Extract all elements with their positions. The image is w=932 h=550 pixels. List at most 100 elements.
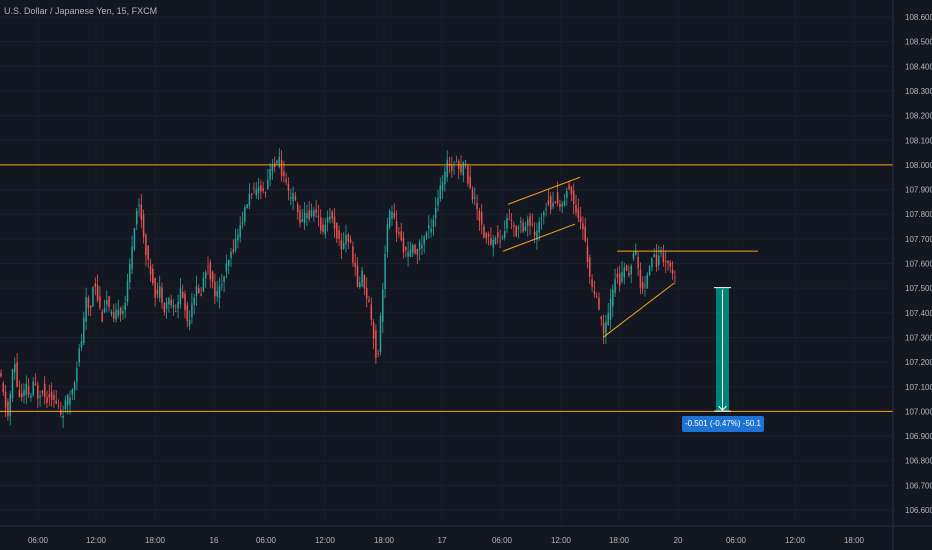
- trend-line[interactable]: [507, 176, 581, 205]
- price-axis[interactable]: 108.600 108.500 108.400 108.300 108.200 108.1…: [905, 13, 932, 515]
- trend-line[interactable]: [502, 223, 576, 252]
- price-tick-label: 107.700: [905, 235, 932, 244]
- candle: [101, 309, 103, 323]
- price-tick-label: 107.000: [905, 407, 932, 416]
- candle: [517, 225, 520, 239]
- candle: [246, 203, 248, 209]
- candle: [474, 187, 476, 206]
- candle: [487, 231, 490, 246]
- price-tick-label: 108.100: [905, 136, 932, 145]
- candle: [267, 168, 269, 190]
- candle: [209, 259, 212, 288]
- candle: [398, 227, 400, 238]
- candle: [87, 295, 90, 316]
- candle: [547, 189, 550, 207]
- candle: [506, 213, 508, 233]
- candle: [345, 224, 347, 253]
- candle: [441, 175, 444, 199]
- candle: [513, 221, 515, 238]
- candle: [577, 198, 580, 223]
- candle: [572, 183, 575, 215]
- candle: [554, 200, 557, 205]
- candle: [244, 204, 246, 226]
- candle: [315, 199, 317, 218]
- trend-drawings[interactable]: [502, 176, 758, 338]
- candle: [106, 290, 108, 313]
- candle: [16, 352, 18, 388]
- candle: [78, 343, 80, 367]
- candle: [175, 304, 177, 312]
- time-tick-label: 20: [674, 536, 683, 545]
- candle: [524, 221, 527, 232]
- price-tick-label: 106.700: [905, 481, 932, 490]
- candle: [126, 273, 129, 306]
- candle: [193, 294, 195, 315]
- candle: [250, 193, 253, 200]
- candle: [478, 207, 481, 231]
- time-tick-label: 18:00: [609, 536, 630, 545]
- candle: [669, 260, 672, 273]
- candle: [110, 309, 113, 317]
- candle: [60, 401, 62, 418]
- price-tick-label: 107.200: [905, 358, 932, 367]
- candle: [361, 266, 363, 288]
- candle: [140, 194, 143, 229]
- candle: [20, 383, 23, 402]
- candle: [336, 222, 338, 244]
- candle: [411, 243, 414, 257]
- candle: [39, 390, 41, 407]
- candle: [57, 399, 60, 410]
- time-axis[interactable]: 06:00 12:00 18:00 16 06:00 12:00 18:00 17 06:00 1…: [28, 536, 865, 545]
- candle: [595, 292, 598, 299]
- candle: [48, 384, 51, 406]
- candle: [382, 282, 384, 333]
- candle: [531, 213, 534, 228]
- price-tick-label: 107.900: [905, 186, 932, 195]
- candle: [568, 181, 570, 191]
- candle: [480, 204, 483, 235]
- candle: [257, 177, 260, 200]
- candle: [223, 275, 225, 293]
- candle: [499, 229, 501, 248]
- candle: [623, 262, 626, 285]
- candle: [354, 253, 356, 277]
- candle: [586, 237, 589, 269]
- candle: [204, 269, 207, 288]
- candle: [271, 158, 274, 180]
- candle: [508, 208, 511, 221]
- candle: [338, 225, 340, 246]
- candle: [221, 274, 223, 291]
- candle: [434, 196, 437, 227]
- candle: [400, 222, 402, 242]
- candle: [648, 265, 651, 276]
- candle: [658, 245, 660, 271]
- candle: [25, 375, 28, 404]
- candle: [363, 274, 366, 296]
- candle: [147, 245, 149, 268]
- trend-line[interactable]: [602, 282, 675, 338]
- candle: [414, 243, 416, 256]
- candle: [214, 273, 216, 305]
- horizontal-levels[interactable]: [0, 164, 893, 412]
- candle: [625, 264, 628, 272]
- candle: [543, 210, 545, 225]
- candle: [71, 388, 74, 401]
- candle: [218, 277, 221, 309]
- time-tick-label: 06:00: [492, 536, 513, 545]
- candle: [637, 252, 639, 277]
- candle: [135, 207, 138, 230]
- candle: [540, 213, 543, 230]
- price-range-measure[interactable]: [714, 287, 731, 412]
- candle: [96, 274, 99, 303]
- candle: [195, 275, 198, 306]
- candle: [18, 380, 21, 398]
- candle: [559, 199, 561, 212]
- candle: [377, 349, 379, 358]
- candle: [536, 222, 538, 250]
- candle: [510, 213, 513, 230]
- candle: [589, 254, 591, 285]
- candle: [66, 393, 69, 415]
- candle: [237, 228, 239, 249]
- candle: [598, 292, 600, 311]
